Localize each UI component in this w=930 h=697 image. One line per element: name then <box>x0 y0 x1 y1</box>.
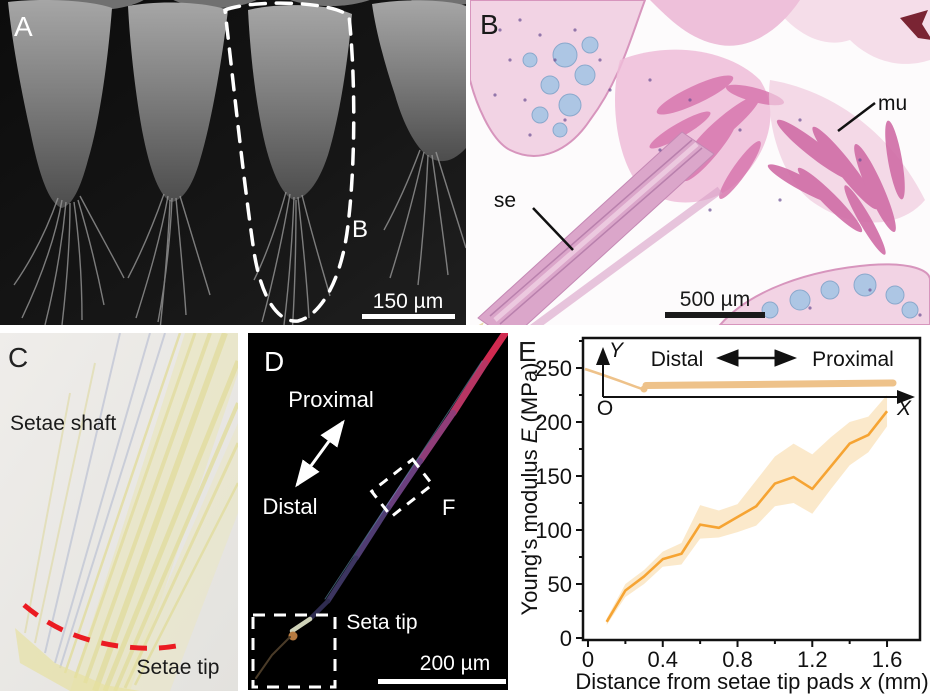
panel-a-scalebar <box>362 314 455 319</box>
region-b-dashed-outline <box>223 1 356 323</box>
tissue-nuclei-dots <box>493 18 922 317</box>
panel-d-canvas: D Proximal Distal F Seta tip 200 µm <box>248 325 512 690</box>
y-axis-title: Young's modulus E (MPa) <box>517 363 542 616</box>
setae-strands <box>15 331 241 693</box>
x-tick-label: 0.4 <box>647 647 678 672</box>
youngs-modulus-chart: 0 0.4 0.8 1.2 1.6 0 50 100 150 200 250 Y O X Dista… <box>517 336 929 694</box>
tip-dashed-box <box>251 613 337 689</box>
seta-tip-bright-segment <box>289 616 313 634</box>
inset-seta-shaft <box>642 379 897 389</box>
x-axis-title-part3: (mm) <box>871 669 928 694</box>
modulus-polyline <box>605 410 889 623</box>
y-tick-label: 0 <box>560 626 572 651</box>
error-band <box>606 395 888 626</box>
tissue-top-right <box>650 0 930 64</box>
x-tick-label: 0 <box>582 647 594 672</box>
proximal-distal-double-arrow-icon <box>295 419 345 488</box>
x-axis-title-part2: x <box>859 669 872 694</box>
inset-y-label: Y <box>609 339 625 362</box>
inset-distal-label: Distal <box>651 348 704 371</box>
tissue-seta-bundle <box>470 131 723 341</box>
panel-c-micrograph: C Setae shaft Setae tip <box>0 331 241 693</box>
setae-tip-label: Setae tip <box>137 656 220 679</box>
inset-seta-taper <box>584 367 643 391</box>
panel-b-scalebar-text: 500 µm <box>680 288 750 311</box>
panel-e-label: E <box>518 336 537 367</box>
region-b-label: B <box>352 216 368 243</box>
panel-d-scalebar <box>378 679 506 684</box>
inset-proximal-label: Proximal <box>812 348 894 371</box>
panel-b-histology: mu se B 500 µm <box>469 0 930 341</box>
se-pointer-line <box>532 207 574 251</box>
panel-a-sem: A B 150 µm <box>0 0 480 336</box>
panel-a-canvas: A B 150 µm <box>0 0 480 336</box>
y-axis-title-part1: Young's modulus <box>517 443 542 615</box>
dark-debris <box>900 10 930 40</box>
panel-b-canvas: mu se B 500 µm <box>469 0 930 341</box>
y-tick-label: 100 <box>535 518 572 543</box>
inset-origin-label: O <box>597 397 613 420</box>
setae-tip-boundary-dashed-line <box>22 603 177 651</box>
inset-x-label: X <box>896 397 912 420</box>
modulus-line <box>605 410 889 623</box>
seta-shaft-iridescent <box>255 325 512 679</box>
sem-cones <box>8 0 466 208</box>
error-band-polygon <box>606 395 888 626</box>
roi-f-label: F <box>442 495 455 520</box>
tissue-top-left-epithelium <box>469 0 647 157</box>
tissue-bottom-right-epithelium <box>717 263 930 326</box>
panel-d-scalebar-text: 200 µm <box>420 652 490 675</box>
y-tick-label: 200 <box>535 410 572 435</box>
y-axis-title-part2: E <box>517 428 542 443</box>
x-axis-title: Distance from setae tip pads x (mm) <box>575 669 928 694</box>
orientation-inset: Y O X Distal Proximal <box>584 339 915 420</box>
setae-shaft-label: Setae shaft <box>10 412 116 435</box>
tissue-right-muscle-fan <box>767 80 925 255</box>
panel-b-scalebar <box>665 312 765 318</box>
x-tick-label: 0.8 <box>722 647 753 672</box>
roi-f-dashed-box <box>369 457 435 519</box>
x-tick-label: 1.2 <box>797 647 828 672</box>
proximal-label: Proximal <box>288 387 374 412</box>
x-axis-title-part1: Distance from setae tip pads <box>575 669 860 694</box>
panel-c-canvas: C Setae shaft Setae tip <box>0 331 241 693</box>
mu-pointer-line <box>837 102 876 132</box>
panel-a-label: A <box>14 11 33 42</box>
panel-b-label: B <box>480 9 499 40</box>
panel-d-label: D <box>264 346 284 377</box>
sem-setae <box>13 149 467 336</box>
seta-tip-knot <box>288 631 298 641</box>
se-label: se <box>494 189 516 212</box>
x-tick-label: 1.6 <box>872 647 903 672</box>
y-tick-label: 50 <box>548 572 572 597</box>
panel-d-seta: D Proximal Distal F Seta tip 200 µm <box>248 325 512 690</box>
panel-a-scalebar-text: 150 µm <box>373 290 443 313</box>
y-tick-label: 150 <box>535 464 572 489</box>
plot-frame <box>581 336 922 642</box>
y-axis-title-part3: (MPa) <box>517 363 542 429</box>
mu-label: mu <box>878 92 907 115</box>
distal-label: Distal <box>262 494 317 519</box>
panel-c-label: C <box>8 342 28 373</box>
axis-tick-labels: 0 0.4 0.8 1.2 1.6 0 50 100 150 200 250 <box>535 356 902 672</box>
panel-e-chart: 0 0.4 0.8 1.2 1.6 0 50 100 150 200 250 Y O X Dista… <box>515 333 930 697</box>
seta-tip-label: Seta tip <box>346 611 417 634</box>
y-tick-label: 250 <box>535 356 572 381</box>
